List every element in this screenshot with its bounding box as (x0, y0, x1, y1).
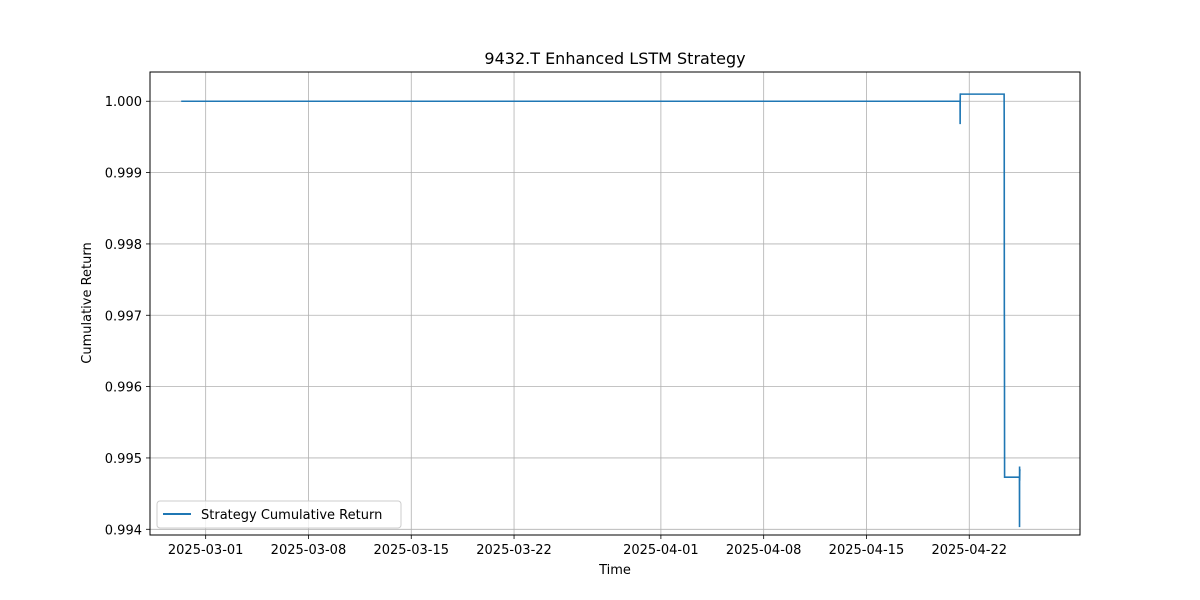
x-tick-label: 2025-04-01 (623, 543, 699, 558)
x-tick-label: 2025-03-08 (271, 543, 347, 558)
y-ticks-layer: 0.994 0.995 0.996 0.997 0.998 0.999 1.000 (105, 95, 150, 538)
y-tick-label: 0.996 (105, 381, 142, 396)
y-tick-label: 1.000 (105, 95, 142, 110)
series-layer (181, 93, 1021, 528)
legend-entry-label: Strategy Cumulative Return (201, 508, 382, 523)
legend: Strategy Cumulative Return (156, 500, 402, 529)
x-tick-label: 2025-03-15 (373, 543, 449, 558)
x-axis-label: Time (598, 563, 631, 578)
y-tick-label: 0.994 (105, 523, 142, 538)
x-ticks-layer: 2025-03-01 2025-03-08 2025-03-15 2025-03-22… (168, 535, 1007, 558)
chart-title: 9432.T Enhanced LSTM Strategy (484, 49, 745, 68)
plot-area-frame (149, 71, 1081, 536)
y-axis-label: Cumulative Return (80, 242, 95, 363)
x-tick-label: 2025-03-01 (168, 543, 244, 558)
y-tick-label: 0.997 (105, 309, 142, 324)
y-tick-label: 0.999 (105, 167, 142, 182)
y-tick-label: 0.998 (105, 238, 142, 253)
x-tick-label: 2025-04-08 (726, 543, 802, 558)
y-tick-label: 0.995 (105, 452, 142, 467)
legend-box (156, 500, 402, 529)
x-tick-label: 2025-03-22 (476, 543, 552, 558)
series-line (181, 93, 1021, 528)
x-tick-label: 2025-04-22 (931, 543, 1007, 558)
x-tick-label: 2025-04-15 (829, 543, 905, 558)
